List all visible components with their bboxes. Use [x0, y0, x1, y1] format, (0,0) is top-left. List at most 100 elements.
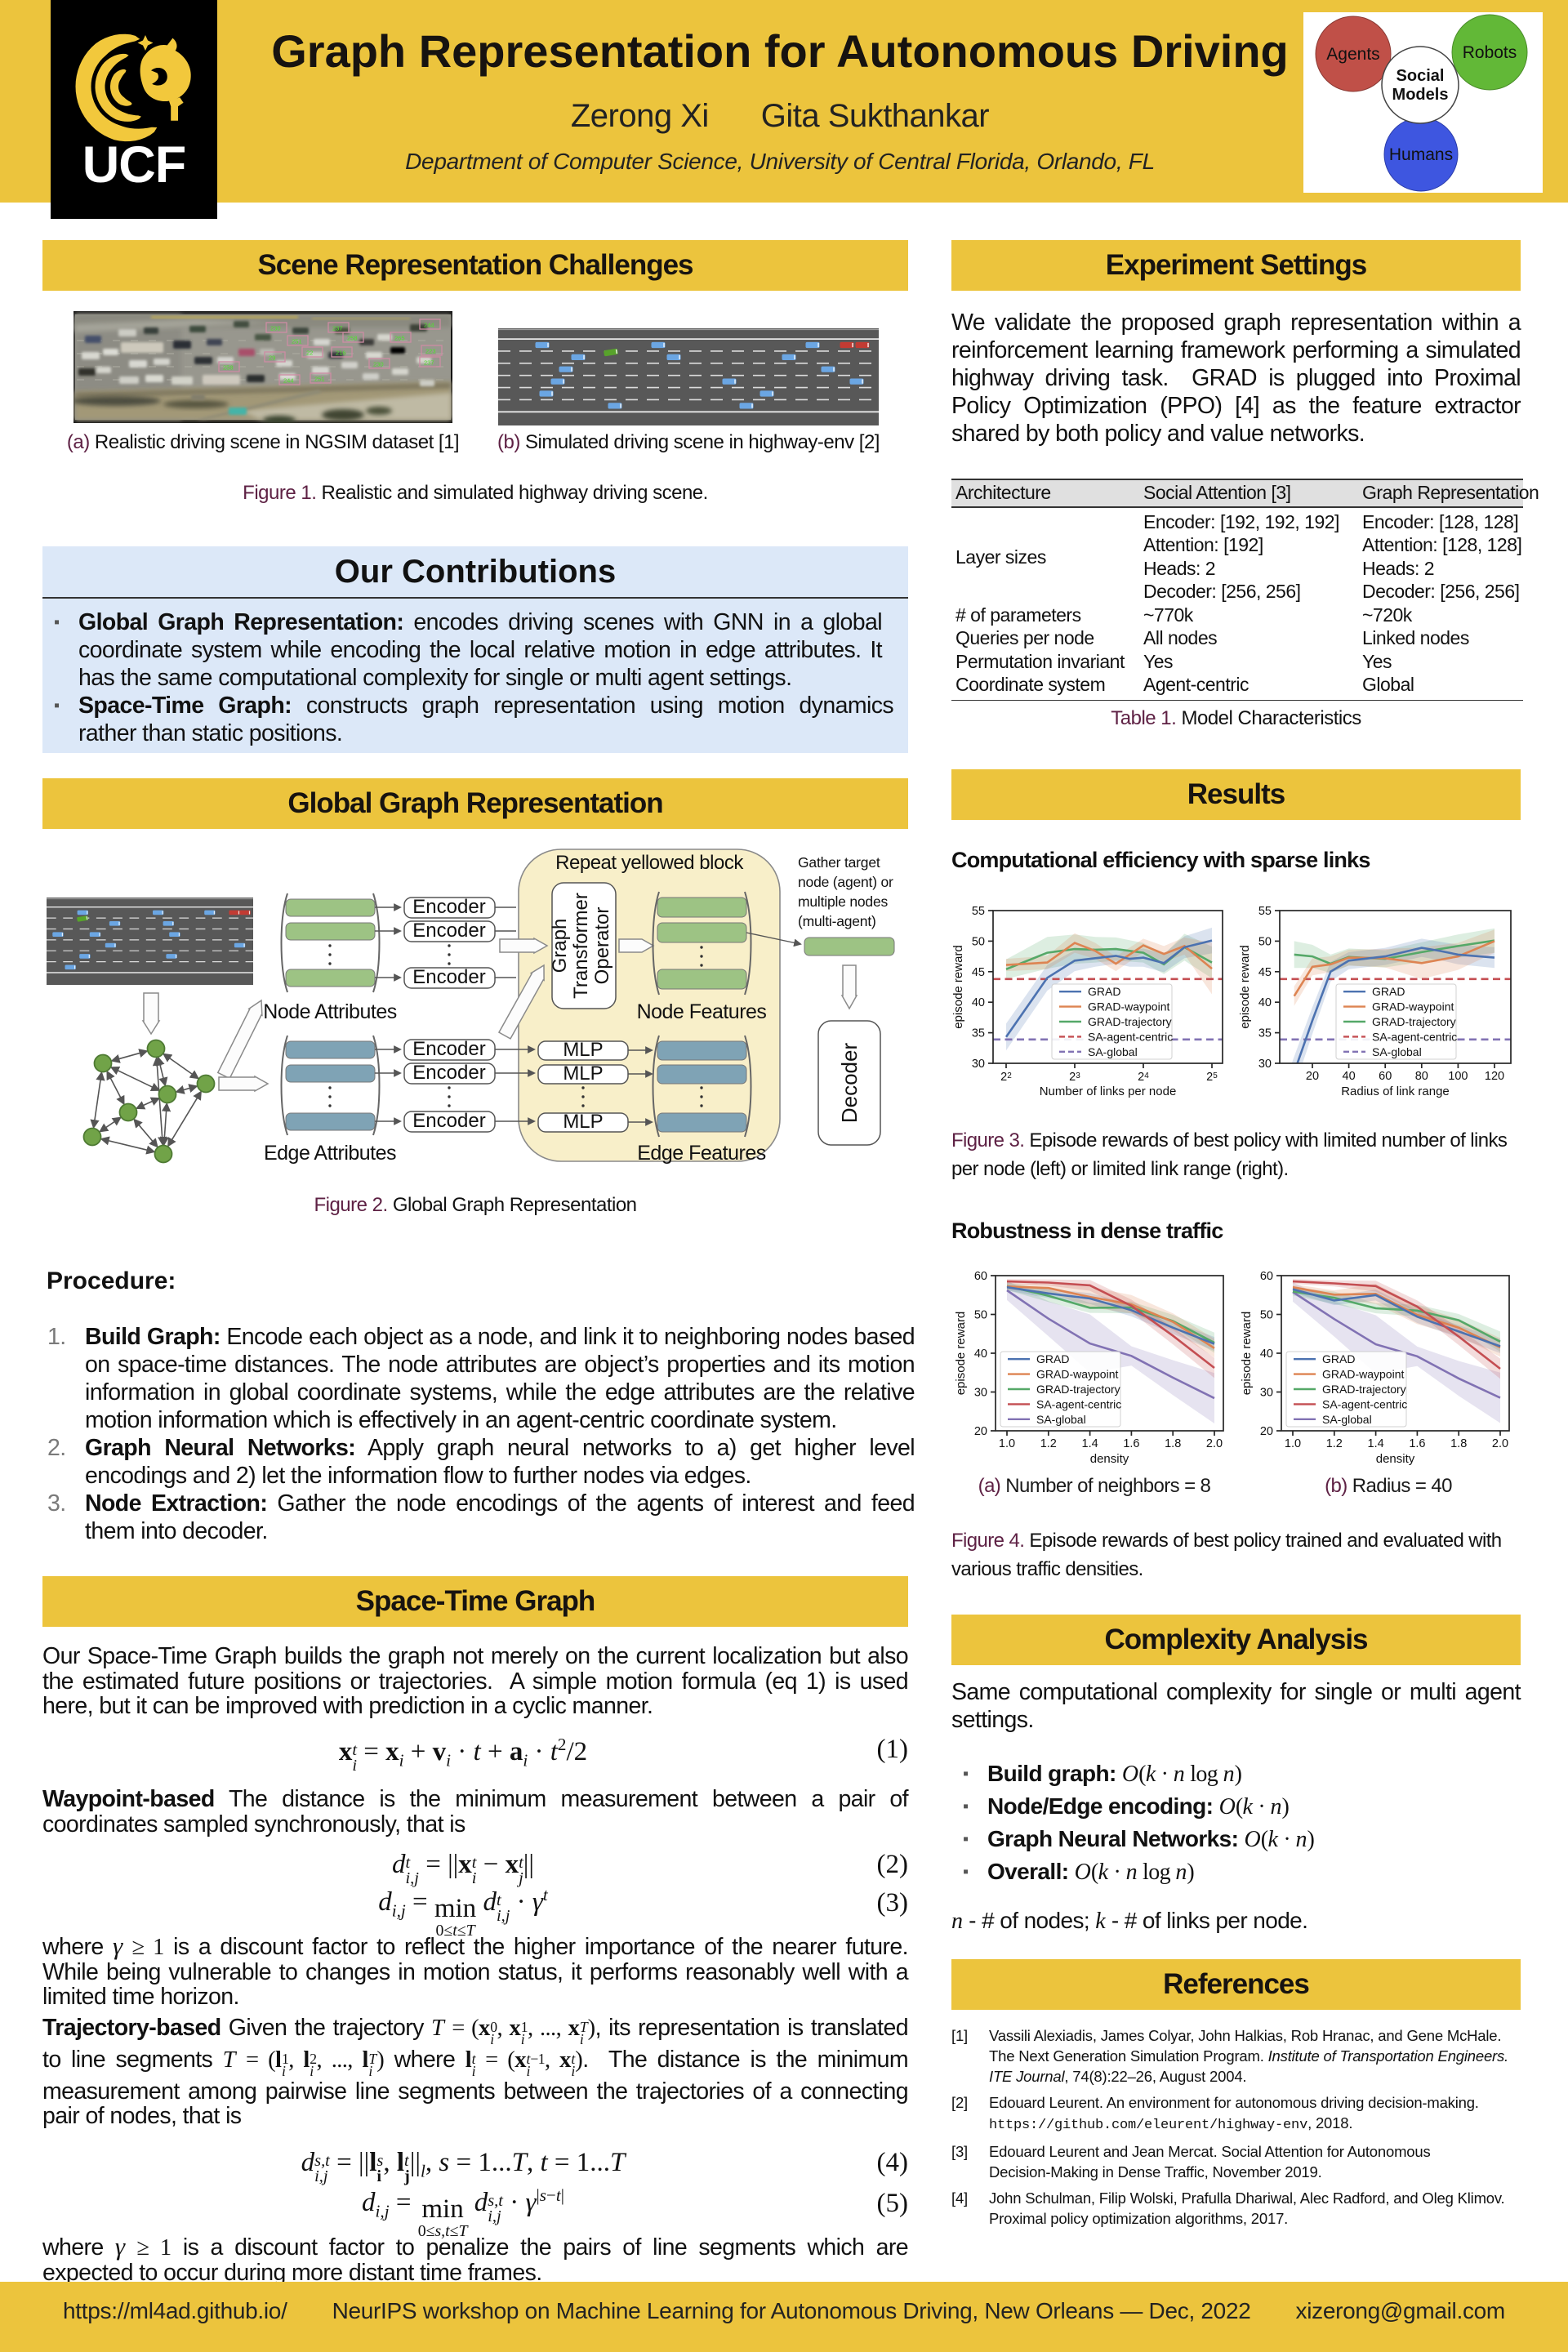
- svg-text:30: 30: [972, 1058, 985, 1071]
- svg-text:GRAD-trajectory: GRAD-trajectory: [1088, 1015, 1172, 1028]
- svg-text:40: 40: [1343, 1070, 1356, 1083]
- svg-text:60: 60: [974, 1270, 987, 1283]
- svg-text:230: 230: [270, 325, 281, 332]
- svg-text:258: 258: [347, 335, 358, 342]
- svg-text:40: 40: [974, 1348, 987, 1361]
- svg-text:50: 50: [1258, 935, 1272, 948]
- svg-text:1.4: 1.4: [1082, 1437, 1098, 1450]
- svg-text:Encoder: Encoder: [412, 1038, 485, 1060]
- svg-text:episode reward: episode reward: [954, 1312, 968, 1396]
- svg-text:30: 30: [1258, 1058, 1272, 1071]
- svg-text:22: 22: [1000, 1071, 1012, 1084]
- svg-text:20: 20: [974, 1425, 987, 1438]
- svg-text:251: 251: [314, 376, 325, 383]
- svg-text:100: 100: [1448, 1070, 1468, 1083]
- svg-text:GRAD-waypoint: GRAD-waypoint: [1088, 1000, 1169, 1013]
- svg-text:GRAD-trajectory: GRAD-trajectory: [1372, 1015, 1456, 1028]
- svg-text:Humans: Humans: [1389, 145, 1453, 164]
- svg-text:SA-global: SA-global: [1036, 1413, 1086, 1426]
- svg-text:223: 223: [425, 348, 436, 355]
- svg-text:20: 20: [1306, 1070, 1319, 1083]
- svg-text:120: 120: [1485, 1070, 1504, 1083]
- svg-text:GRAD-trajectory: GRAD-trajectory: [1036, 1383, 1120, 1396]
- svg-text:UCF: UCF: [82, 136, 185, 194]
- svg-text:GRAD: GRAD: [1088, 985, 1120, 998]
- svg-text:30: 30: [1260, 1387, 1273, 1400]
- svg-text:GRAD-waypoint: GRAD-waypoint: [1036, 1368, 1118, 1381]
- svg-text:2.0: 2.0: [1206, 1437, 1223, 1450]
- svg-text:20: 20: [1260, 1425, 1273, 1438]
- svg-text:Encoder: Encoder: [412, 1110, 485, 1132]
- svg-text:episode reward: episode reward: [951, 945, 965, 1029]
- svg-text:GraphTransformerOperator: GraphTransformerOperator: [549, 893, 613, 999]
- svg-text:MLP: MLP: [563, 1111, 603, 1133]
- svg-text:30: 30: [974, 1387, 987, 1400]
- svg-text:Node Attributes: Node Attributes: [263, 1000, 396, 1023]
- svg-text:Social: Social: [1396, 67, 1445, 85]
- svg-text:SA-global: SA-global: [1088, 1045, 1138, 1058]
- svg-text:244: 244: [283, 377, 294, 385]
- svg-text:1.6: 1.6: [1409, 1437, 1425, 1450]
- svg-text:237: 237: [332, 325, 343, 332]
- svg-text:Robots: Robots: [1463, 43, 1517, 62]
- svg-text:MLP: MLP: [563, 1062, 603, 1085]
- svg-text:55: 55: [1258, 905, 1272, 918]
- svg-text:Repeat yellowed block: Repeat yellowed block: [555, 852, 744, 874]
- svg-text:258: 258: [223, 364, 234, 372]
- svg-text:density: density: [1376, 1452, 1415, 1466]
- svg-text:50: 50: [974, 1309, 987, 1322]
- svg-text:GRAD-trajectory: GRAD-trajectory: [1322, 1383, 1406, 1396]
- svg-text:40: 40: [1260, 1348, 1273, 1361]
- svg-text:216: 216: [336, 350, 346, 357]
- svg-text:Models: Models: [1392, 86, 1449, 104]
- svg-text:45: 45: [972, 966, 985, 979]
- svg-text:35: 35: [1258, 1027, 1272, 1040]
- svg-text:29: 29: [269, 354, 275, 362]
- svg-text:1.2: 1.2: [1040, 1437, 1057, 1450]
- svg-text:230: 230: [373, 361, 384, 368]
- svg-text:50: 50: [1260, 1309, 1273, 1322]
- svg-text:1.6: 1.6: [1123, 1437, 1139, 1450]
- svg-text:265: 265: [394, 335, 405, 342]
- svg-text:GRAD-waypoint: GRAD-waypoint: [1322, 1368, 1404, 1381]
- svg-text:Agents: Agents: [1326, 45, 1379, 64]
- svg-text:60: 60: [1379, 1070, 1392, 1083]
- svg-text:40: 40: [1258, 996, 1272, 1009]
- svg-text:Encoder: Encoder: [412, 1062, 485, 1084]
- svg-text:SA-global: SA-global: [1372, 1045, 1422, 1058]
- svg-text:SA-global: SA-global: [1322, 1413, 1372, 1426]
- svg-text:60: 60: [1260, 1270, 1273, 1283]
- svg-text:40: 40: [972, 996, 985, 1009]
- svg-text:237: 237: [424, 359, 434, 367]
- svg-text:244: 244: [424, 322, 434, 329]
- svg-text:1.2: 1.2: [1326, 1437, 1343, 1450]
- svg-text:SA-agent-centric: SA-agent-centric: [1036, 1397, 1121, 1410]
- svg-text:episode reward: episode reward: [1240, 1312, 1254, 1396]
- svg-text:23: 23: [1069, 1071, 1080, 1084]
- svg-text:Encoder: Encoder: [412, 896, 485, 918]
- svg-text:episode reward: episode reward: [1238, 945, 1252, 1029]
- svg-text:Node Features: Node Features: [637, 1000, 767, 1023]
- svg-text:Edge Features: Edge Features: [637, 1142, 766, 1165]
- svg-text:GRAD: GRAD: [1372, 985, 1405, 998]
- svg-text:SA-agent-centric: SA-agent-centric: [1372, 1030, 1457, 1043]
- svg-text:1.0: 1.0: [1285, 1437, 1301, 1450]
- svg-text:24: 24: [1138, 1071, 1149, 1084]
- svg-text:45: 45: [1258, 966, 1272, 979]
- svg-text:SA-agent-centric: SA-agent-centric: [1088, 1030, 1173, 1043]
- svg-text:Encoder: Encoder: [412, 966, 485, 988]
- svg-text:1.0: 1.0: [999, 1437, 1015, 1450]
- svg-text:22: 22: [306, 350, 313, 357]
- svg-text:SA-agent-centric: SA-agent-centric: [1322, 1397, 1407, 1410]
- svg-text:25: 25: [1206, 1071, 1218, 1084]
- svg-text:80: 80: [1415, 1070, 1428, 1083]
- svg-text:Edge Attributes: Edge Attributes: [264, 1142, 396, 1165]
- svg-text:GRAD: GRAD: [1322, 1352, 1355, 1365]
- svg-text:1.8: 1.8: [1450, 1437, 1467, 1450]
- svg-text:GRAD: GRAD: [1036, 1352, 1069, 1365]
- svg-text:251: 251: [292, 338, 302, 345]
- svg-text:density: density: [1090, 1452, 1129, 1466]
- svg-text:1.4: 1.4: [1368, 1437, 1384, 1450]
- svg-text:MLP: MLP: [563, 1039, 603, 1061]
